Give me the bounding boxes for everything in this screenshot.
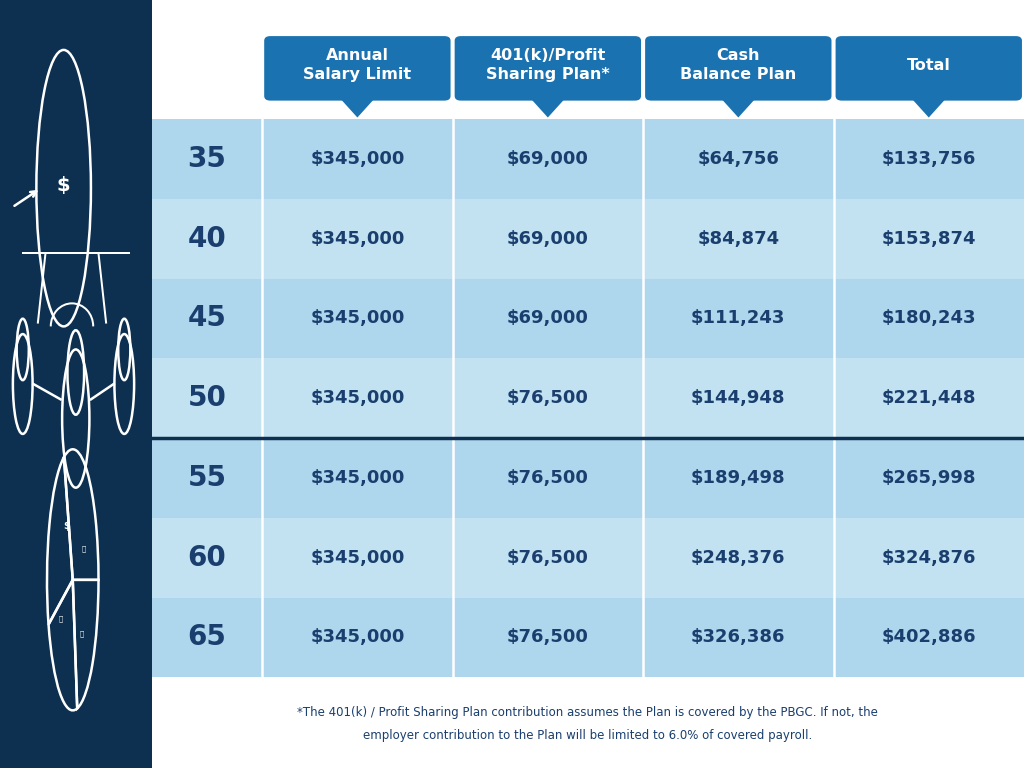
Text: $: $ [63,521,70,531]
Text: employer contribution to the Plan will be limited to 6.0% of covered payroll.: employer contribution to the Plan will b… [364,730,812,742]
Text: $345,000: $345,000 [310,469,404,487]
Text: $69,000: $69,000 [507,310,589,327]
Text: 55: 55 [187,464,226,492]
Text: $345,000: $345,000 [310,389,404,407]
Text: 👤: 👤 [58,615,62,621]
Text: Cash
Balance Plan: Cash Balance Plan [680,48,797,82]
Text: $133,756: $133,756 [882,150,976,168]
Text: Total: Total [907,58,950,73]
Text: Annual
Salary Limit: Annual Salary Limit [303,48,412,82]
Text: $402,886: $402,886 [882,628,976,647]
Text: *The 401(k) / Profit Sharing Plan contribution assumes the Plan is covered by th: *The 401(k) / Profit Sharing Plan contri… [297,707,879,719]
Text: 50: 50 [187,384,226,412]
Text: $69,000: $69,000 [507,230,589,248]
Text: $324,876: $324,876 [882,548,976,567]
Text: ⏱: ⏱ [81,546,85,552]
Text: $69,000: $69,000 [507,150,589,168]
Text: $64,756: $64,756 [697,150,779,168]
Text: $326,386: $326,386 [691,628,785,647]
Text: $345,000: $345,000 [310,150,404,168]
Text: 📊: 📊 [80,631,84,637]
Text: 60: 60 [187,544,226,571]
Text: $76,500: $76,500 [507,389,589,407]
Text: $111,243: $111,243 [691,310,785,327]
Text: $76,500: $76,500 [507,628,589,647]
Text: $: $ [57,177,71,195]
Text: $153,874: $153,874 [882,230,976,248]
Text: $221,448: $221,448 [882,389,976,407]
Text: 45: 45 [187,304,226,333]
Text: $84,874: $84,874 [697,230,779,248]
Text: $345,000: $345,000 [310,310,404,327]
Text: $180,243: $180,243 [882,310,976,327]
Text: $189,498: $189,498 [691,469,785,487]
Text: $76,500: $76,500 [507,548,589,567]
Text: $248,376: $248,376 [691,548,785,567]
Text: 401(k)/Profit
Sharing Plan*: 401(k)/Profit Sharing Plan* [486,48,609,82]
Text: $265,998: $265,998 [882,469,976,487]
Text: 65: 65 [187,624,226,651]
Text: $345,000: $345,000 [310,628,404,647]
Text: 40: 40 [187,225,226,253]
Text: $144,948: $144,948 [691,389,785,407]
Text: $345,000: $345,000 [310,230,404,248]
Text: 35: 35 [187,145,226,173]
Text: $76,500: $76,500 [507,469,589,487]
Text: $345,000: $345,000 [310,548,404,567]
